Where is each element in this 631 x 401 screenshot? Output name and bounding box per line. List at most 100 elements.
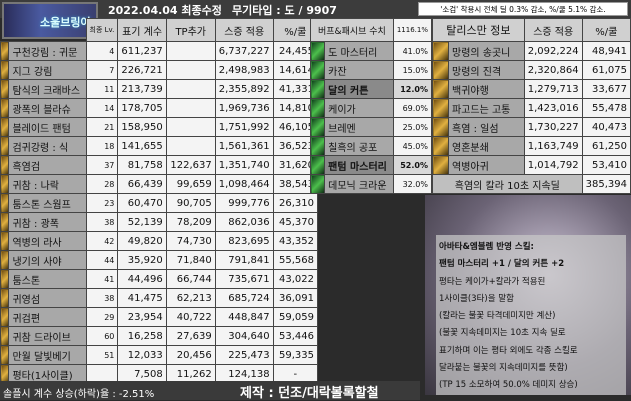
talisman-row: 역병아귀 1,014,792 53,410 bbox=[432, 155, 631, 175]
col-header: 스증 적용 bbox=[523, 18, 583, 42]
tp-coef: 78,209 bbox=[165, 212, 216, 232]
applied-coef: 2,355,892 bbox=[214, 79, 274, 99]
skill-level: 37 bbox=[85, 155, 119, 175]
talisman-cool: 61,250 bbox=[581, 136, 631, 156]
skill-level: 18 bbox=[85, 136, 119, 156]
skill-name: 탐식의 크래바스 bbox=[8, 79, 87, 99]
table-row: 귀검편 29 23,954 40,722 448,847 59,059 bbox=[0, 307, 319, 327]
table-row: 구천강림 : 귀문 4 611,237 6,737,227 24,455 bbox=[0, 41, 319, 61]
talisman-applied: 1,730,227 bbox=[523, 117, 583, 137]
skill-name: 냉기의 사야 bbox=[8, 250, 87, 270]
skill-level: 42 bbox=[85, 231, 119, 251]
per-cooldown: - bbox=[272, 364, 319, 384]
buff-icon bbox=[309, 41, 326, 61]
skill-icon bbox=[0, 250, 10, 270]
tp-coef: 62,213 bbox=[165, 288, 216, 308]
col-header: 표기 계수 bbox=[117, 18, 167, 42]
skill-icon bbox=[0, 136, 10, 156]
talisman-header: 탈리스만 정보 bbox=[432, 18, 525, 42]
base-coef: 44,496 bbox=[117, 269, 167, 289]
table-row: 만월 달빛베기 51 12,033 20,456 225,473 59,335 bbox=[0, 345, 319, 365]
talisman-cool: 55,478 bbox=[581, 98, 631, 118]
base-coef: 81,758 bbox=[117, 155, 167, 175]
buff-pct: 69.0% bbox=[392, 98, 433, 118]
buff-table: 버프&패시브 수치 1116.1% 도 마스터리 41.0% 카잔 15.0% 달의 커튼… bbox=[309, 18, 433, 194]
talisman-name: 흑염 : 일섬 bbox=[448, 117, 525, 137]
talisman-icon bbox=[432, 155, 449, 175]
buff-name: 도 마스터리 bbox=[324, 41, 394, 61]
base-coef: 60,470 bbox=[117, 193, 167, 213]
dot-label: 흑염의 칼라 10초 지속딜 bbox=[432, 174, 583, 194]
buff-pct: 12.0% bbox=[392, 79, 433, 99]
per-cooldown: 31,620 bbox=[272, 155, 319, 175]
table-row: 지그 강림 7 226,721 2,498,983 14,614 bbox=[0, 60, 319, 80]
skill-level: 51 bbox=[85, 345, 119, 365]
talisman-name: 역병아귀 bbox=[448, 155, 525, 175]
applied-coef: 791,841 bbox=[214, 250, 274, 270]
buff-total: 1116.1% bbox=[392, 18, 433, 42]
skill-name: 지그 강림 bbox=[8, 60, 87, 80]
skill-icon bbox=[0, 79, 10, 99]
base-coef: 141,655 bbox=[117, 136, 167, 156]
talisman-name: 백귀야행 bbox=[448, 79, 525, 99]
note-line: (칼라는 불꽃 타격데미지만 계산) bbox=[439, 311, 556, 322]
skill-level: 21 bbox=[85, 117, 119, 137]
skill-icon bbox=[0, 117, 10, 137]
skill-level bbox=[85, 364, 119, 384]
buff-row: 달의 커튼 12.0% bbox=[309, 79, 433, 99]
credit: 제작 : 던조/대락볼록할철 bbox=[240, 386, 379, 401]
tp-coef: 20,456 bbox=[165, 345, 216, 365]
talisman-icon bbox=[432, 98, 449, 118]
per-cooldown: 26,310 bbox=[272, 193, 319, 213]
per-cooldown: 55,568 bbox=[272, 250, 319, 270]
base-coef: 611,237 bbox=[117, 41, 167, 61]
table-row: 툼스톤 스웜프 23 60,470 90,705 999,776 26,310 bbox=[0, 193, 319, 213]
table-row: 광폭의 블라슈 14 178,705 1,969,736 14,810 bbox=[0, 98, 319, 118]
skill-name: 귀참 : 광폭 bbox=[8, 212, 87, 232]
tp-coef bbox=[165, 79, 216, 99]
talisman-cool: 61,075 bbox=[581, 60, 631, 80]
buff-pct: 32.0% bbox=[392, 174, 433, 194]
table-row: 탐식의 크래바스 11 213,739 2,355,892 41,331 bbox=[0, 79, 319, 99]
skill-name: 툼스톤 스웜프 bbox=[8, 193, 87, 213]
skill-level: 29 bbox=[85, 307, 119, 327]
skill-name: 귀검편 bbox=[8, 307, 87, 327]
buff-icon bbox=[309, 174, 326, 194]
buff-pct: 41.0% bbox=[392, 41, 433, 61]
skill-name: 구천강림 : 귀문 bbox=[8, 41, 87, 61]
talisman-row: 파고드는 고통 1,423,016 55,478 bbox=[432, 98, 631, 118]
dot-value: 385,394 bbox=[581, 174, 631, 194]
skill-icon bbox=[0, 60, 10, 80]
talisman-table: 탈리스만 정보 스증 적용 %/쿨 망령의 송곳니 2,092,224 48,941 망령… bbox=[432, 18, 631, 194]
note-line: (TP 15 소모하여 50.0% 데미지 상승) bbox=[439, 380, 578, 391]
col-header: 최종 Lv. bbox=[85, 18, 119, 42]
col-header: TP추가 bbox=[165, 18, 216, 42]
skill-name: 귀영섬 bbox=[8, 288, 87, 308]
talisman-icon bbox=[432, 136, 449, 156]
buff-icon bbox=[309, 98, 326, 118]
applied-coef: 823,695 bbox=[214, 231, 274, 251]
skill-icon bbox=[0, 41, 10, 61]
talisman-cool: 53,410 bbox=[581, 155, 631, 175]
skill-level: 23 bbox=[85, 193, 119, 213]
note-line: 달라붙는 불꽃의 지속데미지를 뜻함) bbox=[439, 363, 568, 374]
buff-pct: 52.0% bbox=[392, 155, 433, 175]
applied-coef: 1,969,736 bbox=[214, 98, 274, 118]
base-coef: 66,439 bbox=[117, 174, 167, 194]
base-coef: 213,739 bbox=[117, 79, 167, 99]
skill-name: 흑염검 bbox=[8, 155, 87, 175]
skill-icon bbox=[0, 345, 10, 365]
buff-name: 데모닉 크라운 bbox=[324, 174, 394, 194]
weapon-type: 무기타입 : 도 / 9907 bbox=[232, 4, 337, 17]
table-row: 블레이드 팬텀 21 158,950 1,751,992 46,105 bbox=[0, 117, 319, 137]
talisman-name: 망령의 진격 bbox=[448, 60, 525, 80]
talisman-icon bbox=[432, 60, 449, 80]
note-line: 1사이클(3타)을 말함 bbox=[439, 293, 514, 304]
buff-name: 케이가 bbox=[324, 98, 394, 118]
buff-icon bbox=[309, 136, 326, 156]
per-cooldown: 53,446 bbox=[272, 326, 319, 346]
buff-name: 달의 커튼 bbox=[324, 79, 394, 99]
tp-coef: 90,705 bbox=[165, 193, 216, 213]
talisman-applied: 1,423,016 bbox=[523, 98, 583, 118]
per-cooldown: 45,370 bbox=[272, 212, 319, 232]
